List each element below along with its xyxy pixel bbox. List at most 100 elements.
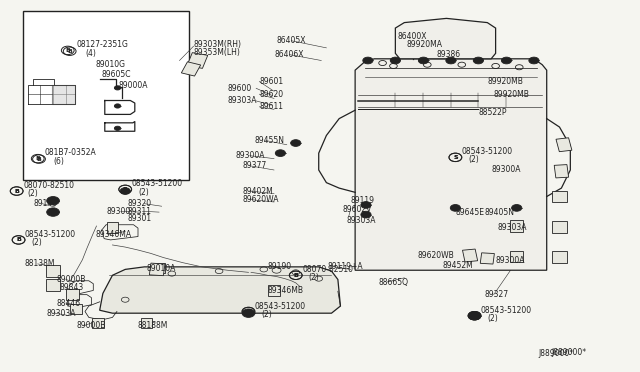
Text: 89010A: 89010A xyxy=(147,264,175,273)
Text: 08127-2351G: 08127-2351G xyxy=(76,40,128,49)
Text: J889000*: J889000* xyxy=(551,347,586,357)
Text: 08070-82510: 08070-82510 xyxy=(302,265,353,274)
Polygon shape xyxy=(70,304,83,314)
Circle shape xyxy=(468,311,481,320)
Polygon shape xyxy=(355,59,547,270)
Text: 89377: 89377 xyxy=(242,161,266,170)
Text: B: B xyxy=(67,49,72,54)
Circle shape xyxy=(390,57,401,64)
Circle shape xyxy=(115,104,121,108)
Text: 88446: 88446 xyxy=(57,299,81,308)
Text: 89620WB: 89620WB xyxy=(417,251,454,260)
Text: B: B xyxy=(246,309,251,314)
Text: 89455N: 89455N xyxy=(255,136,285,145)
Text: 88665Q: 88665Q xyxy=(379,278,409,286)
Polygon shape xyxy=(510,220,523,232)
Circle shape xyxy=(511,205,522,211)
Circle shape xyxy=(446,57,456,64)
Text: S: S xyxy=(123,187,127,192)
Text: 89620WA: 89620WA xyxy=(242,195,278,204)
Text: (2): (2) xyxy=(261,310,272,319)
Text: 89645E: 89645E xyxy=(456,208,484,217)
Text: 89000A: 89000A xyxy=(119,81,148,90)
Text: 89346MB: 89346MB xyxy=(268,286,303,295)
Text: 89190: 89190 xyxy=(268,262,292,271)
Text: 88188M: 88188M xyxy=(138,321,168,330)
Polygon shape xyxy=(552,221,566,233)
Circle shape xyxy=(419,57,429,64)
Text: 081B7-0352A: 081B7-0352A xyxy=(44,148,96,157)
Text: 89311: 89311 xyxy=(127,207,151,216)
Text: 89303A: 89303A xyxy=(497,223,527,232)
Text: 89405N: 89405N xyxy=(484,208,515,217)
Text: B: B xyxy=(246,309,251,314)
Text: (4): (4) xyxy=(85,49,96,58)
Text: B: B xyxy=(16,237,21,243)
Text: 89620: 89620 xyxy=(259,90,284,99)
Circle shape xyxy=(275,150,285,157)
Text: 89303A: 89303A xyxy=(47,309,76,318)
Text: 89140: 89140 xyxy=(34,199,58,208)
Circle shape xyxy=(47,208,60,217)
Text: B: B xyxy=(293,273,298,278)
Text: 08543-51200: 08543-51200 xyxy=(462,147,513,156)
Text: 89920MB: 89920MB xyxy=(487,77,523,86)
Text: 89600: 89600 xyxy=(227,84,252,93)
Text: S: S xyxy=(453,155,458,160)
Polygon shape xyxy=(46,279,60,291)
Polygon shape xyxy=(480,253,494,264)
Polygon shape xyxy=(107,222,118,232)
Text: (2): (2) xyxy=(308,273,319,282)
Text: 89010G: 89010G xyxy=(95,60,125,69)
Polygon shape xyxy=(396,18,495,59)
Text: 89303A: 89303A xyxy=(227,96,257,105)
Polygon shape xyxy=(92,318,104,327)
Text: S: S xyxy=(123,187,127,192)
Polygon shape xyxy=(554,164,568,178)
Text: 89300A: 89300A xyxy=(491,166,521,174)
Circle shape xyxy=(361,202,371,208)
Polygon shape xyxy=(552,190,566,202)
Text: 86405X: 86405X xyxy=(276,36,306,45)
Text: (2): (2) xyxy=(28,189,38,198)
Text: (2): (2) xyxy=(138,188,148,197)
Text: 89605C: 89605C xyxy=(102,70,131,79)
Text: 89452M: 89452M xyxy=(443,261,474,270)
Text: 89920MA: 89920MA xyxy=(406,41,442,49)
Text: 89300: 89300 xyxy=(106,207,131,216)
Bar xyxy=(52,85,75,104)
Text: 89386: 89386 xyxy=(436,50,460,59)
Text: 89300A: 89300A xyxy=(236,151,265,160)
Polygon shape xyxy=(268,285,280,296)
Text: 86400X: 86400X xyxy=(398,32,428,41)
Text: 08543-51200: 08543-51200 xyxy=(25,230,76,239)
Text: (2): (2) xyxy=(31,238,42,247)
Text: 89402M: 89402M xyxy=(242,186,273,196)
Text: 89611: 89611 xyxy=(259,102,284,111)
Circle shape xyxy=(120,188,131,195)
Text: 89300A: 89300A xyxy=(495,256,525,266)
Polygon shape xyxy=(154,263,165,273)
Polygon shape xyxy=(510,251,523,262)
Circle shape xyxy=(115,126,121,131)
Polygon shape xyxy=(552,251,566,263)
Circle shape xyxy=(242,309,255,317)
Circle shape xyxy=(501,57,511,64)
Polygon shape xyxy=(556,138,572,152)
Text: 89320: 89320 xyxy=(127,199,151,208)
Polygon shape xyxy=(181,62,201,76)
Circle shape xyxy=(529,57,539,64)
Text: 89119: 89119 xyxy=(351,196,374,205)
Text: 89327: 89327 xyxy=(484,290,509,299)
Polygon shape xyxy=(100,267,340,313)
Text: B: B xyxy=(65,48,70,53)
Text: (2): (2) xyxy=(468,155,479,164)
Text: 89000B: 89000B xyxy=(76,321,106,330)
Text: S: S xyxy=(472,313,477,318)
Text: 86406X: 86406X xyxy=(274,50,303,59)
Text: 89343: 89343 xyxy=(60,283,84,292)
Polygon shape xyxy=(463,249,477,262)
Text: 08543-51200: 08543-51200 xyxy=(481,306,532,315)
Text: B: B xyxy=(293,273,298,278)
Text: 89000B: 89000B xyxy=(57,275,86,284)
